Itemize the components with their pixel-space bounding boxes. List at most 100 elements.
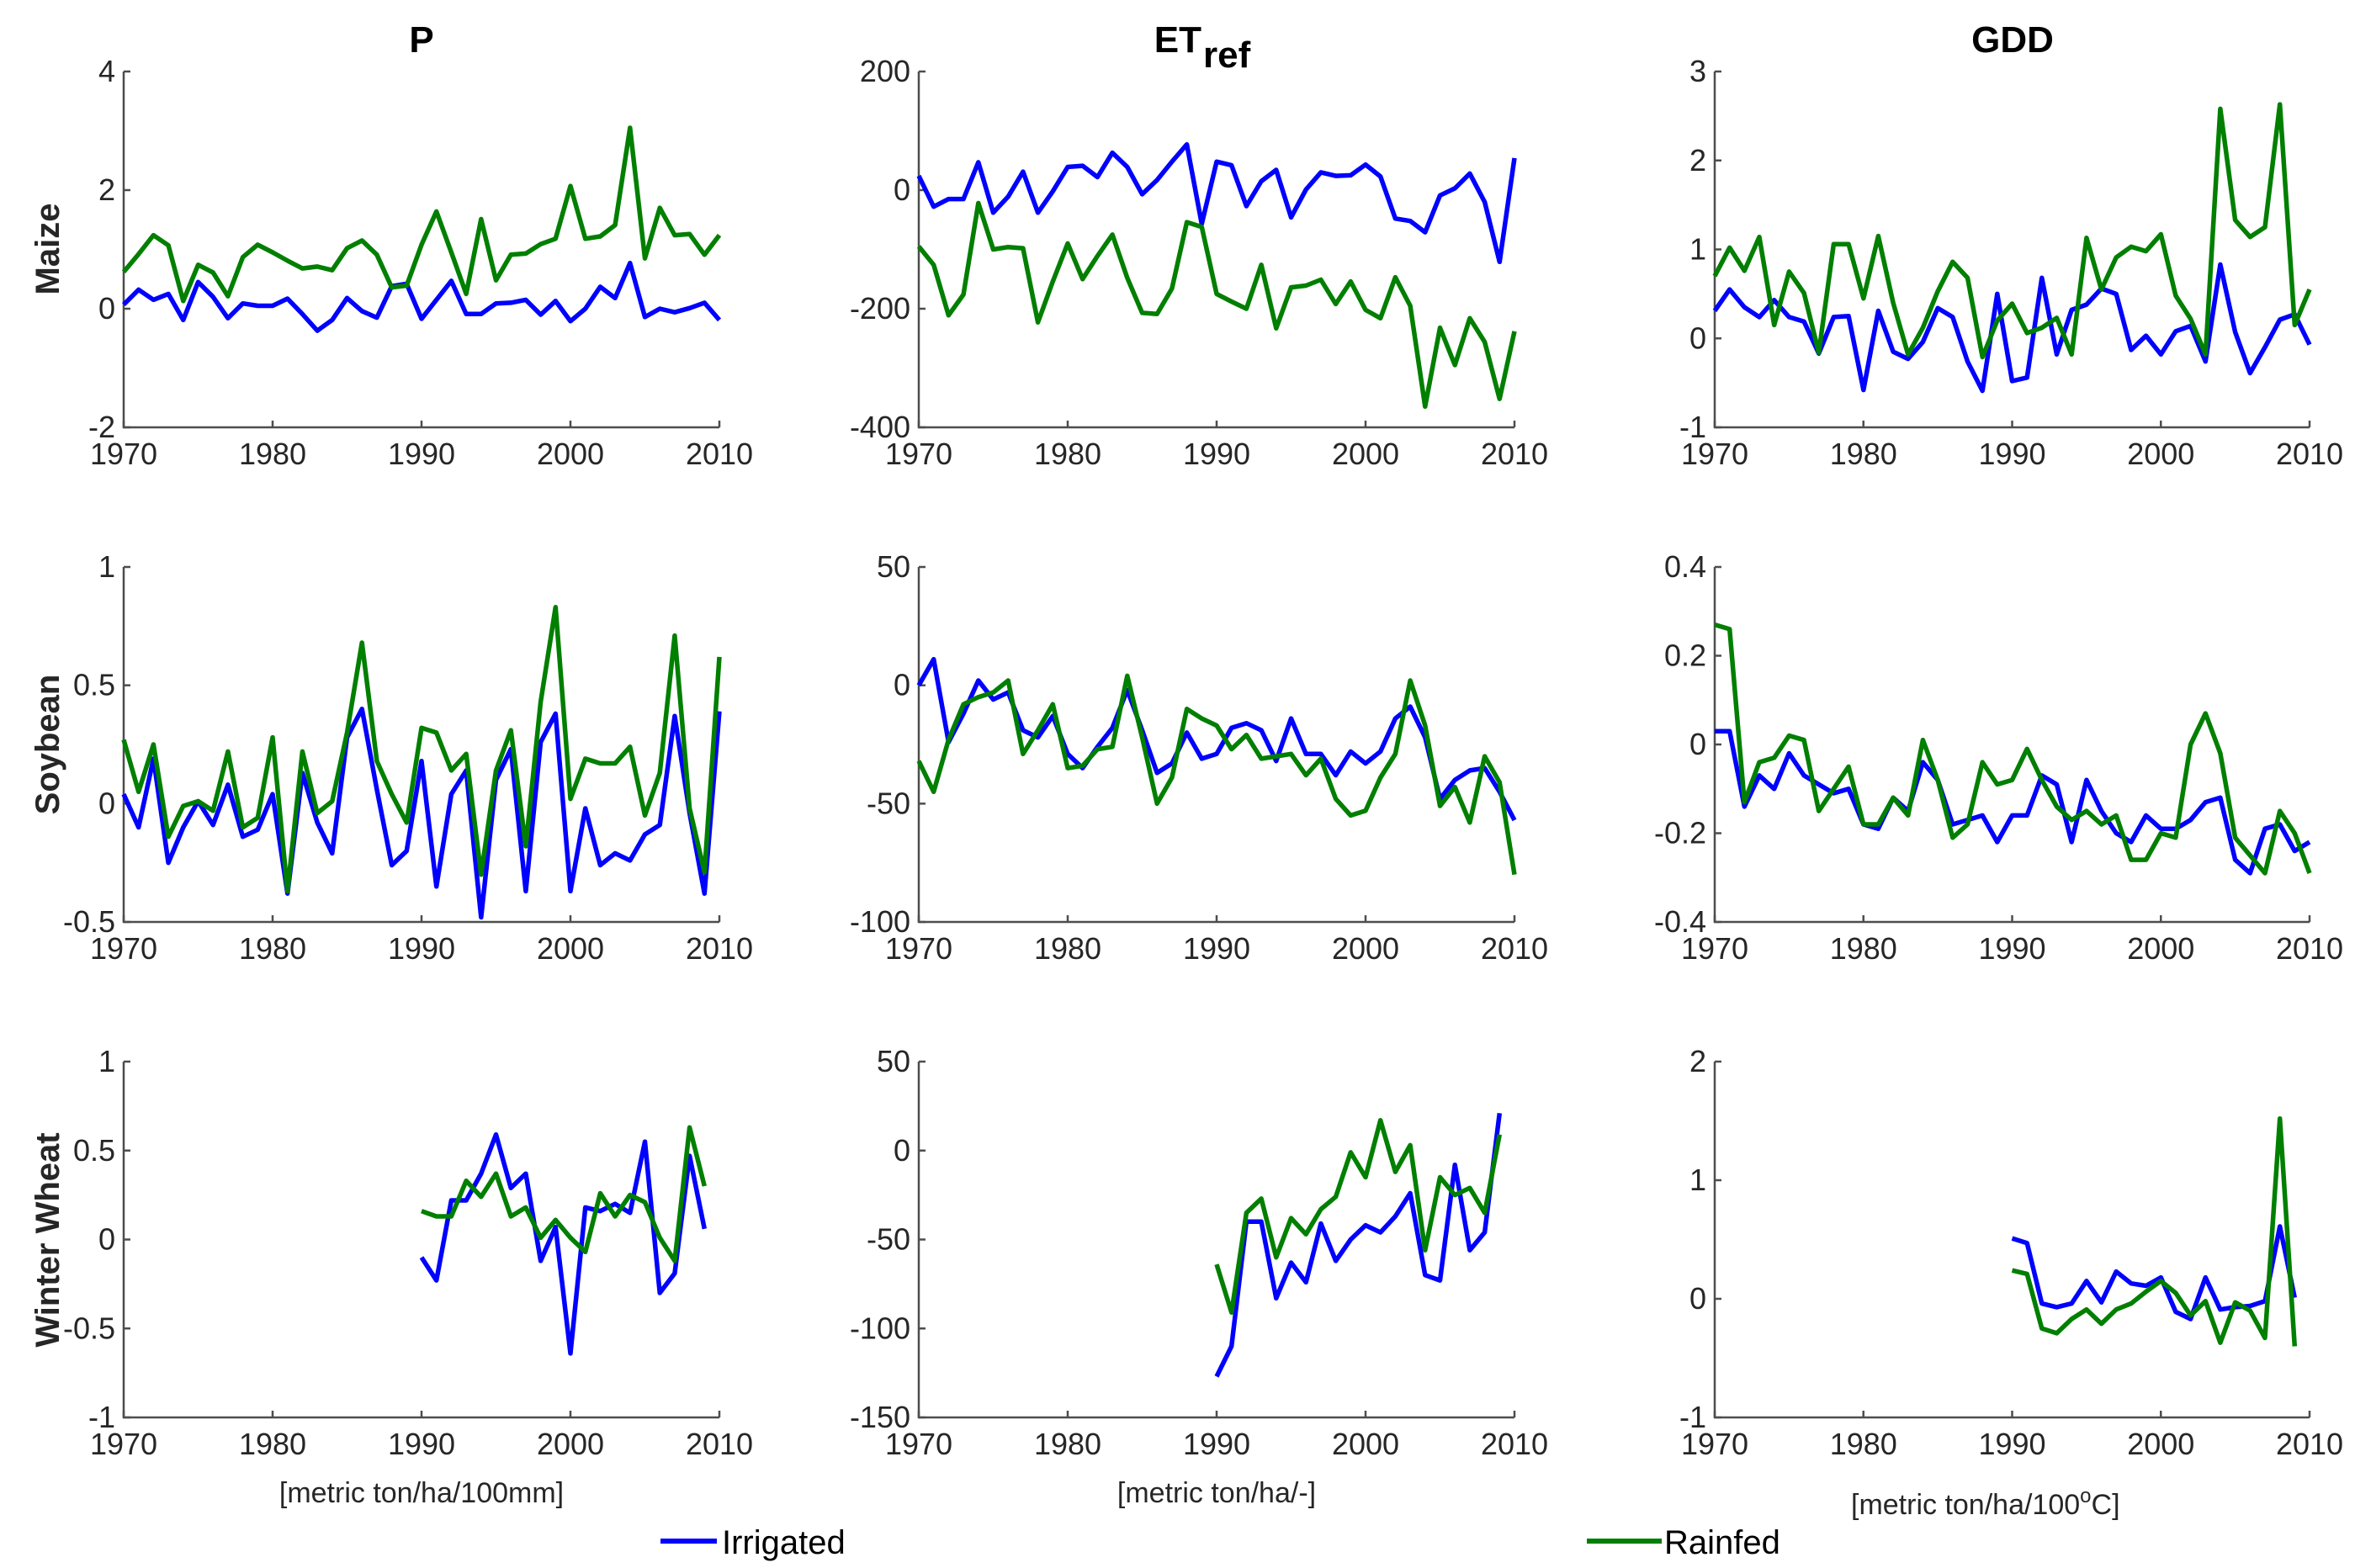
- series-line-irrigated: [122, 260, 722, 333]
- unit-label-p: [metric ton/ha/100mm]: [279, 1477, 564, 1509]
- y-tick-label: -50: [867, 786, 910, 820]
- series-line-irrigated: [1214, 1112, 1503, 1378]
- y-tick-label: 2: [1689, 1044, 1706, 1078]
- y-tick-label: 4: [98, 54, 115, 88]
- x-tick-label: 1980: [239, 1427, 306, 1461]
- series-line-rainfed: [916, 673, 1517, 876]
- row-title-maize: Maize: [29, 204, 66, 295]
- x-tick-label: 1990: [388, 437, 455, 471]
- y-tick-label: 0: [1689, 320, 1706, 355]
- y-tick-label: -2: [88, 410, 115, 444]
- x-tick-label: 2000: [537, 437, 604, 471]
- x-tick-label: 1970: [1681, 931, 1748, 966]
- panel-soybean-gdd: 1970 1980 1990 2000 2010 -0.4 -0.2 0 0.2 0.4: [1654, 549, 2343, 966]
- x-tick-label: 2010: [686, 1427, 753, 1461]
- series-line-irrigated: [121, 707, 722, 920]
- y-tick-label: 50: [877, 549, 910, 584]
- y-tick-label: -0.2: [1654, 816, 1706, 850]
- panel-winter-wheat-etref: 1970 1980 1990 2000 2010 -150 -100 -50 0 50: [850, 1044, 1548, 1461]
- y-tick-label: 0: [98, 786, 115, 820]
- y-tick-label: 2: [1689, 143, 1706, 177]
- y-tick-label: 1: [98, 549, 115, 584]
- y-tick-label: -1: [88, 1400, 115, 1434]
- y-tick-label: 1: [98, 1044, 115, 1078]
- x-tick-label: 1970: [90, 437, 157, 471]
- x-tick-label: 1970: [1681, 1427, 1748, 1461]
- x-tick-label: 2010: [2276, 1427, 2343, 1461]
- y-tick-label: 3: [1689, 54, 1706, 88]
- y-tick-label: -100: [850, 1311, 910, 1345]
- x-tick-label: 1990: [1978, 437, 2045, 471]
- legend-item-irrigated[interactable]: Irrigated: [660, 1524, 846, 1561]
- y-tick-label: 0: [894, 668, 910, 702]
- series-line-rainfed: [1712, 102, 2312, 360]
- x-tick-label: 2010: [1481, 931, 1548, 966]
- x-tick-label: 1970: [885, 931, 952, 966]
- x-tick-label: 2010: [1481, 1427, 1548, 1461]
- column-title-etref-main: ET: [1154, 19, 1201, 61]
- y-tick-label: 0: [894, 172, 910, 207]
- legend-label-rainfed: Rainfed: [1664, 1524, 1780, 1561]
- x-tick-label: 2000: [537, 1427, 604, 1461]
- series-line-rainfed: [1714, 622, 2312, 876]
- axes: [122, 567, 719, 924]
- y-tick-label: 0.5: [73, 668, 115, 702]
- panel-soybean-etref: 1970 1980 1990 2000 2010 -100 -50 0 50: [850, 549, 1548, 966]
- x-tick-label: 1980: [1830, 931, 1897, 966]
- panel-maize-gdd: 1970 1980 1990 2000 2010 -1 0 1 2 3: [1679, 54, 2343, 471]
- series-line-rainfed: [121, 605, 722, 894]
- panel-winter-wheat-p: 1970 1980 1990 2000 2010 -1 -0.5 0 0.5 1: [63, 1044, 753, 1461]
- y-tick-label: 50: [877, 1044, 910, 1078]
- column-title-p: P: [409, 19, 433, 61]
- x-tick-label: 2000: [1332, 1427, 1399, 1461]
- y-tick-label: 2: [98, 172, 115, 207]
- column-title-gdd: GDD: [1971, 19, 2054, 61]
- unit-label-etref: [metric ton/ha/-]: [1117, 1477, 1316, 1509]
- unit-label-gdd-sup: o: [2080, 1485, 2091, 1507]
- x-tick-label: 1980: [239, 931, 306, 966]
- y-tick-label: 1: [1689, 1163, 1706, 1197]
- x-tick-label: 2010: [1481, 437, 1548, 471]
- series-line-rainfed: [1214, 1118, 1503, 1315]
- y-tick-label: -0.5: [63, 904, 115, 939]
- series-line-irrigated: [419, 1131, 707, 1356]
- x-tick-label: 2000: [2127, 437, 2194, 471]
- panel-soybean-p: 1970 1980 1990 2000 2010 -0.5 0 0.5 1: [63, 549, 753, 966]
- y-tick-label: -100: [850, 904, 910, 939]
- x-tick-label: 1990: [1183, 437, 1250, 471]
- x-tick-label: 2010: [2276, 437, 2343, 471]
- x-tick-label: 1980: [1034, 1427, 1101, 1461]
- series-line-rainfed: [121, 125, 722, 304]
- y-tick-label: -0.5: [63, 1311, 115, 1345]
- x-tick-label: 2010: [2276, 931, 2343, 966]
- x-tick-label: 2010: [686, 931, 753, 966]
- y-tick-label: -0.4: [1654, 904, 1706, 939]
- x-tick-label: 1990: [1978, 931, 2045, 966]
- y-tick-label: -50: [867, 1222, 910, 1257]
- y-tick-label: 0: [98, 291, 115, 326]
- x-tick-label: 2000: [1332, 437, 1399, 471]
- y-tick-label: -200: [850, 291, 910, 326]
- panel-maize-etref: 1970 1980 1990 2000 2010 -400 -200 0 200: [850, 54, 1548, 471]
- y-tick-label: 200: [860, 54, 910, 88]
- axes: [917, 72, 1514, 429]
- y-tick-label: -1: [1679, 410, 1706, 444]
- x-tick-label: 1970: [885, 1427, 952, 1461]
- y-tick-label: -1: [1679, 1400, 1706, 1434]
- series-line-irrigated: [2011, 1224, 2297, 1322]
- y-tick-label: 0.5: [73, 1133, 115, 1168]
- x-tick-label: 1990: [1183, 931, 1250, 966]
- unit-label-gdd-tail: C]: [2092, 1489, 2120, 1521]
- series-line-rainfed: [2011, 1115, 2298, 1347]
- legend-item-rainfed[interactable]: Rainfed: [1587, 1524, 1780, 1561]
- panel-winter-wheat-gdd: 1970 1980 1990 2000 2010 -1 0 1 2: [1679, 1044, 2343, 1461]
- y-tick-label: 0.2: [1664, 638, 1706, 673]
- row-title-winter-wheat: Winter Wheat: [29, 1132, 66, 1347]
- series-line-irrigated: [916, 656, 1517, 822]
- x-tick-label: 1980: [1830, 437, 1897, 471]
- x-tick-label: 1970: [90, 931, 157, 966]
- legend-label-irrigated: Irrigated: [722, 1524, 846, 1561]
- x-tick-label: 1990: [1183, 1427, 1250, 1461]
- x-tick-label: 1980: [1034, 931, 1101, 966]
